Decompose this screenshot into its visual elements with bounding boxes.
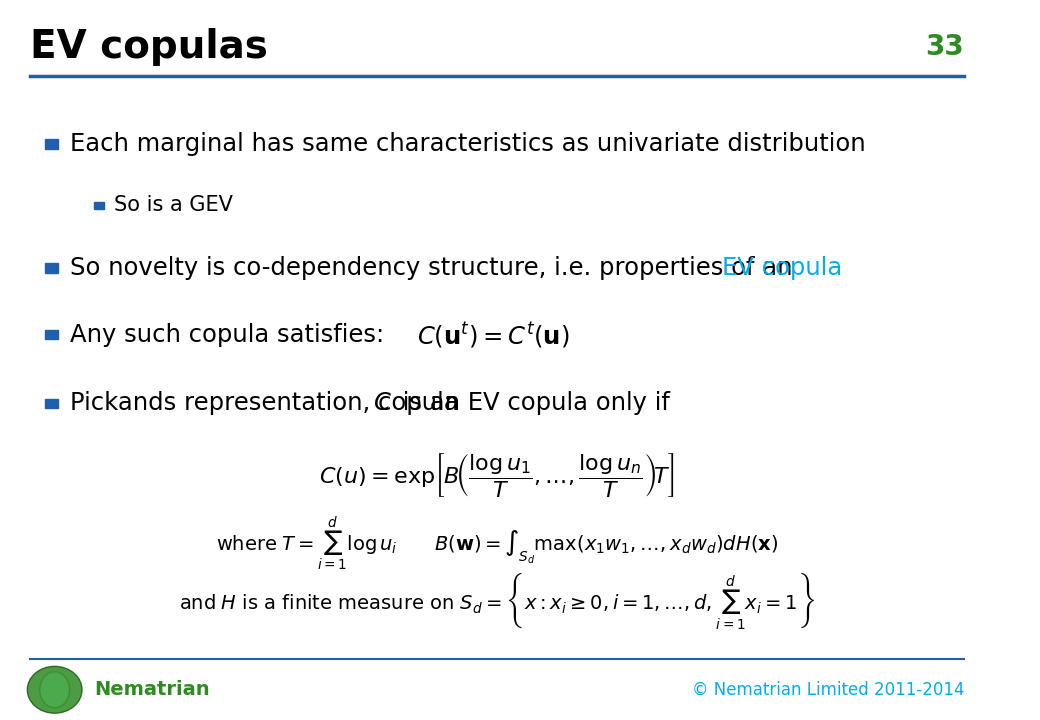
Text: EV copula: EV copula: [722, 256, 841, 280]
Text: $C$: $C$: [372, 391, 392, 415]
Text: Pickands representation, copula: Pickands representation, copula: [70, 391, 466, 415]
Text: Nematrian: Nematrian: [95, 680, 210, 699]
FancyBboxPatch shape: [45, 264, 57, 273]
FancyBboxPatch shape: [95, 202, 104, 209]
Text: 33: 33: [926, 33, 964, 60]
Text: is an EV copula only if: is an EV copula only if: [394, 391, 670, 415]
FancyBboxPatch shape: [45, 330, 57, 340]
Text: Each marginal has same characteristics as univariate distribution: Each marginal has same characteristics a…: [70, 132, 865, 156]
Text: So is a GEV: So is a GEV: [114, 195, 233, 215]
Text: $C(u) = \exp\!\left[B\!\left(\dfrac{\log u_1}{T},\ldots,\dfrac{\log u_n}{T}\righ: $C(u) = \exp\!\left[B\!\left(\dfrac{\log…: [319, 451, 675, 499]
Ellipse shape: [40, 672, 70, 708]
FancyBboxPatch shape: [45, 140, 57, 149]
Text: EV copulas: EV copulas: [30, 28, 267, 66]
FancyBboxPatch shape: [45, 399, 57, 408]
Text: $\mathrm{and}\; H \text{ is a finite measure on } S_d = \left\{x: x_i \geq 0, i=: $\mathrm{and}\; H \text{ is a finite mea…: [179, 571, 815, 631]
Text: Any such copula satisfies:: Any such copula satisfies:: [70, 323, 384, 347]
Text: © Nematrian Limited 2011-2014: © Nematrian Limited 2011-2014: [692, 681, 964, 698]
Ellipse shape: [27, 667, 82, 713]
Text: $\mathrm{where}\; T = \sum_{i=1}^{d} \log u_i \qquad B(\mathbf{w}) = \int_{S_d} : $\mathrm{where}\; T = \sum_{i=1}^{d} \lo…: [216, 515, 778, 572]
Text: $C\left(\mathbf{u}^t\right) = C^t\left(\mathbf{u}\right)$: $C\left(\mathbf{u}^t\right) = C^t\left(\…: [417, 320, 570, 349]
Text: So novelty is co-dependency structure, i.e. properties of an: So novelty is co-dependency structure, i…: [70, 256, 800, 280]
